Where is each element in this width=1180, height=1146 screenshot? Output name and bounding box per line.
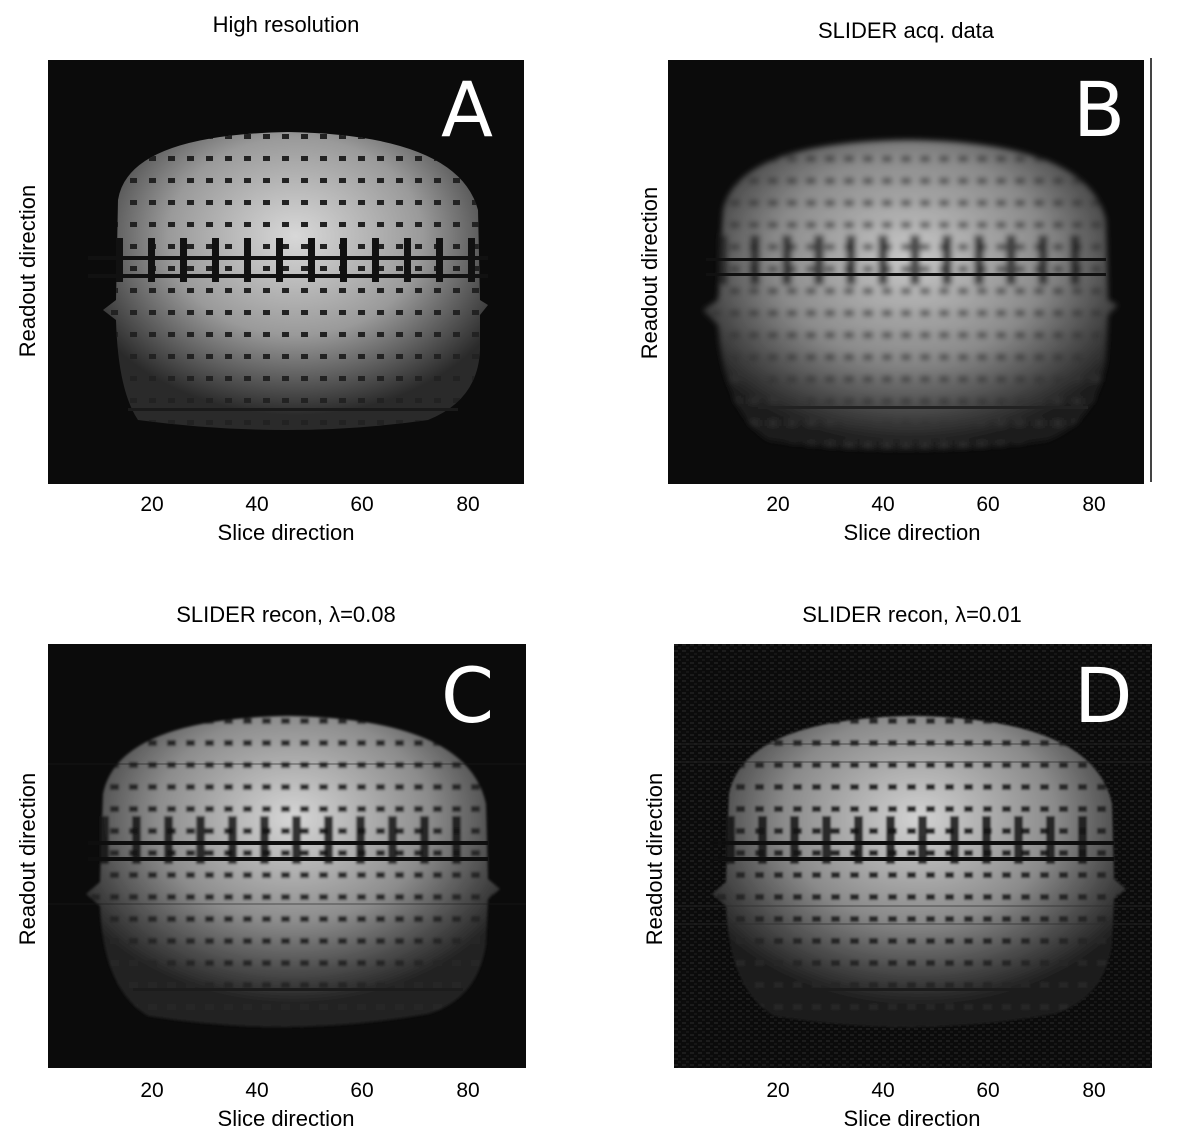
panel-a-xlabel: Slice direction [217,520,355,545]
panel-a-image: A [48,60,524,484]
panel-d-xlabel: Slice direction [843,1106,981,1131]
panel-c-title: SLIDER recon, λ=0.08 [176,602,396,627]
panel-b-xtick: 80 [1082,493,1106,516]
panel-d-xtick: 60 [976,1079,1000,1102]
panel-b-letter: B [1073,65,1126,154]
panel-d-ylabel: Readout direction [642,772,667,946]
panel-c-xtick: 20 [140,1079,164,1102]
panel-c-xtick: 40 [245,1079,269,1102]
panel-c-ylabel: Readout direction [15,772,40,946]
panel-a-ylabel: Readout direction [15,184,40,358]
panel-d-xtick: 20 [766,1079,790,1102]
panel-c-xtick: 60 [350,1079,374,1102]
panel-a-title: High resolution [212,12,360,37]
panel-a-xtick: 80 [456,493,480,516]
panel-b-image: B [668,60,1144,484]
panel-b-ylabel: Readout direction [637,186,662,360]
panel-a-xtick: 40 [245,493,269,516]
panel-c-xlabel: Slice direction [217,1106,355,1131]
panel-c-image: C [48,644,526,1068]
panel-d-xtick: 40 [871,1079,895,1102]
phantom-image-c [48,716,526,1028]
phantom-image-d [674,644,1152,1068]
panel-b-edge [1150,58,1152,482]
panel-d-xtick: 80 [1082,1079,1106,1102]
panel-b-xtick: 40 [871,493,895,516]
panel-d-title: SLIDER recon, λ=0.01 [802,602,1022,627]
phantom-image-a [88,132,488,430]
panel-c-xtick: 80 [456,1079,480,1102]
panel-a-letter: A [441,65,493,154]
panel-b-xlabel: Slice direction [843,520,981,545]
panel-a-xtick: 20 [140,493,164,516]
panel-b-xtick: 60 [976,493,1000,516]
panel-a-xtick: 60 [350,493,374,516]
panel-d-letter: D [1074,651,1133,740]
panel-b-xtick: 20 [766,493,790,516]
panel-c-letter: C [441,651,495,740]
phantom-image-b [703,140,1118,450]
panel-d-image: D [674,644,1152,1068]
panel-b-title: SLIDER acq. data [817,18,995,43]
